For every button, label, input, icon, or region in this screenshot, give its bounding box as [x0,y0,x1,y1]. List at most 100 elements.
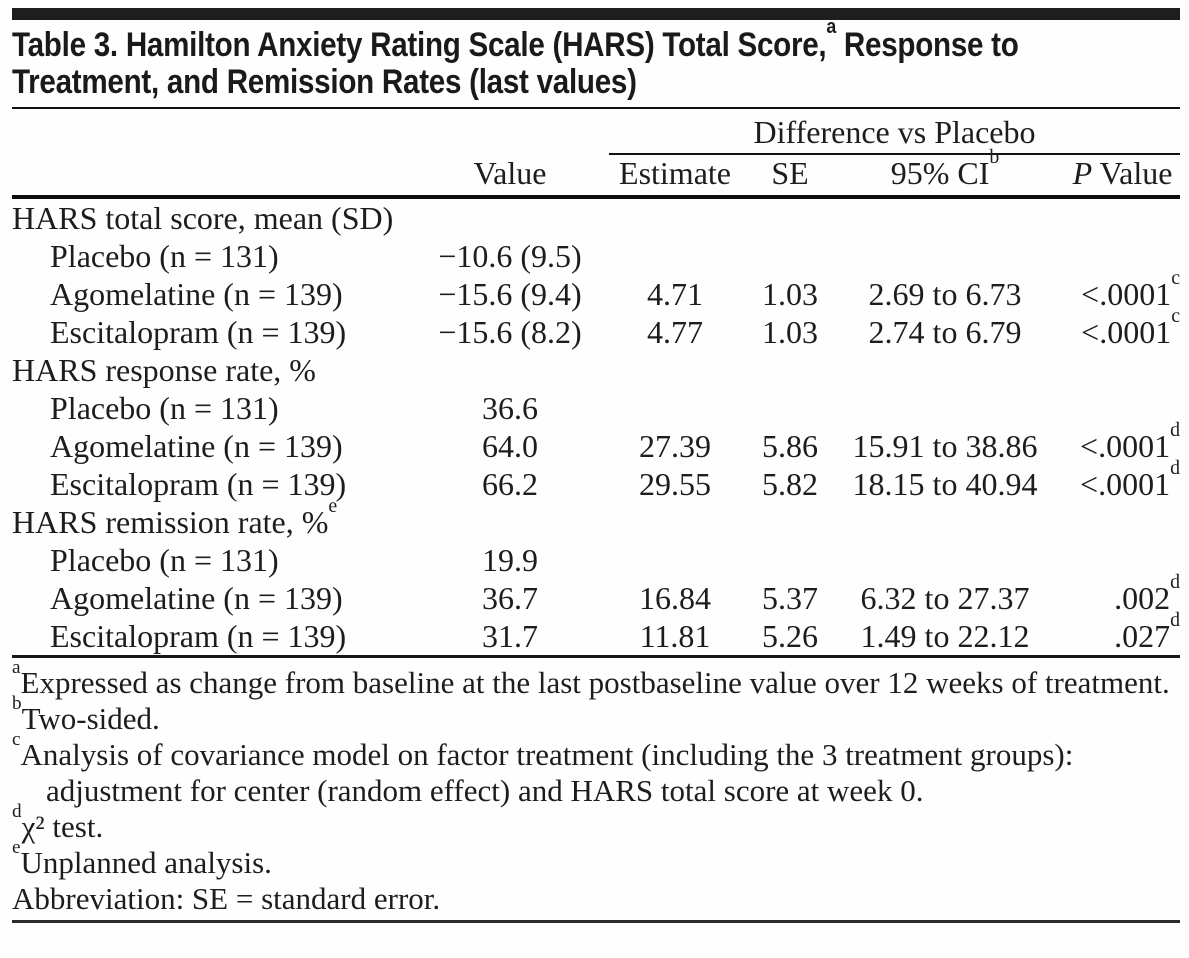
value-cell: −15.6 (9.4) [438,275,582,312]
value-cell [425,503,595,541]
value-cell: 36.6 [482,389,538,426]
value-cell: 36.7 [482,579,538,616]
ci-cell [825,541,1065,579]
header-empty-label-cell [12,155,425,199]
se-cell [755,237,825,275]
table-row-escitalopram-remission: Escitalopram (n = 139) 31.7 11.81 5.26 1… [12,610,1181,658]
estimate-cell [595,541,755,579]
estimate-cell: 16.84 [639,579,711,616]
estimate-cell: 29.55 [639,465,711,502]
pvalue-text: <.0001 [1080,427,1171,464]
row-label-cell: HARS total score, mean (SD) [12,197,425,237]
footnote-e-marker: e [12,837,21,859]
footnote-marker-d: d [1170,608,1181,631]
row-label: HARS total score, mean (SD) [12,199,394,236]
table-row-section-response-rate: HARS response rate, % [12,351,1180,389]
footnote-abbreviation: Abbreviation: SE = standard error. [12,881,1180,917]
table-row-placebo-score: Placebo (n = 131) −10.6 (9.5) [12,237,1180,275]
value-cell: 19.9 [482,541,538,578]
estimate-cell [595,237,755,275]
pvalue-cell [1065,351,1180,389]
footnote-c-marker: c [12,729,21,751]
table-title: Table 3. Hamilton Anxiety Rating Scale (… [12,17,1180,101]
footnote-e-text: Unplanned analysis. [20,845,272,880]
title-text-3: Treatment, and Remission Rates (last val… [12,63,637,101]
row-label-cell: Placebo (n = 131) [12,541,425,579]
se-cell [755,351,825,389]
p-rest: Value [1092,155,1173,191]
pvalue-cell [1065,237,1180,275]
pvalue-cell [1065,541,1180,579]
row-label: Placebo (n = 131) [50,541,279,578]
estimate-cell: 4.77 [647,313,703,350]
footnote-abbreviation-text: Abbreviation: SE = standard error. [12,881,441,916]
se-cell: 5.86 [762,427,818,464]
row-label-cell: Escitalopram (n = 139) [12,313,425,351]
pvalue-cell: <.0001c [1065,268,1180,313]
table-row-agomelatine-response: Agomelatine (n = 139) 64.0 27.39 5.86 15… [12,420,1180,465]
value-cell: −15.6 (8.2) [438,313,582,350]
value-cell: 31.7 [425,617,595,658]
footnotes-block: aExpressed as change from baseline at th… [12,658,1180,917]
hars-results-table: Difference vs Placebo Value Estimate SE … [12,109,1181,658]
spanner-header-row: Difference vs Placebo [12,109,1181,155]
ci-label: 95% CI [890,155,990,191]
ci-cell [825,503,1065,541]
value-cell [425,351,595,389]
value-cell: 64.0 [482,427,538,464]
pvalue-cell [1065,197,1180,237]
header-empty-cell [12,109,595,155]
row-label: Placebo (n = 131) [50,389,279,426]
row-label-cell: Placebo (n = 131) [12,237,425,275]
row-label: Escitalopram (n = 139) [50,313,347,350]
se-cell: 1.03 [762,313,818,350]
estimate-cell: 4.71 [647,275,703,312]
p-italic: P [1072,155,1093,191]
pvalue-cell: <.0001c [1065,306,1180,351]
col-header-value: Value [425,155,595,199]
table-row-agomelatine-score: Agomelatine (n = 139) −15.6 (9.4) 4.71 1… [12,268,1180,313]
ci-cell: 1.49 to 22.12 [825,617,1065,658]
footnote-b-marker: b [12,693,22,715]
row-label-cell: Agomelatine (n = 139) [12,275,425,313]
ci-cell [825,237,1065,275]
pvalue-cell: <.0001d [1065,420,1180,465]
row-label: Agomelatine (n = 139) [50,579,343,616]
row-label-cell: HARS response rate, % [12,351,425,389]
footnote-a: aExpressed as change from baseline at th… [12,658,1180,701]
row-label-cell: HARS remission rate, %e [12,496,425,541]
spanner-header-cell: Difference vs Placebo [595,109,1181,155]
estimate-cell [595,351,755,389]
footnote-a-text: Expressed as change from baseline at the… [20,665,1170,700]
column-header-row: Value Estimate SE 95% CIb P Value [12,148,1181,199]
footnote-marker-c: c [1171,304,1181,327]
se-cell [755,197,825,237]
ci-cell [825,351,1065,389]
se-cell [755,503,825,541]
ci-cell [825,389,1065,427]
se-cell [755,541,825,579]
row-label-cell: Escitalopram (n = 139) [12,617,425,658]
ci-cell [825,197,1065,237]
footnote-a-marker: a [12,657,21,679]
table-title-line2: Treatment, and Remission Rates (last val… [12,64,1028,101]
pvalue-cell [1065,389,1180,427]
footnote-c: cAnalysis of covariance model on factor … [12,730,1180,809]
se-cell: 1.03 [762,275,818,312]
footnote-marker-c: c [1171,266,1181,289]
pvalue-text: .027 [1114,617,1171,654]
se-cell: 5.26 [755,617,825,658]
pvalue-text: .002 [1114,579,1171,616]
spanner-header-difference-vs-placebo: Difference vs Placebo [609,114,1181,155]
table-row-placebo-response: Placebo (n = 131) 36.6 [12,389,1180,427]
footnote-b: bTwo-sided. [12,694,1180,737]
col-header-95ci: 95% CIb [825,148,1065,199]
footnote-e: eUnplanned analysis. [12,838,1180,881]
row-label: HARS remission rate, % [12,503,329,540]
row-label: Agomelatine (n = 139) [50,427,343,464]
pvalue-text: <.0001 [1081,313,1172,350]
table-row-agomelatine-remission: Agomelatine (n = 139) 36.7 16.84 5.37 6.… [12,572,1180,617]
ci-cell: 15.91 to 38.86 [852,427,1038,464]
value-cell: −10.6 (9.5) [438,237,582,274]
pvalue-cell: .002d [1065,572,1180,617]
